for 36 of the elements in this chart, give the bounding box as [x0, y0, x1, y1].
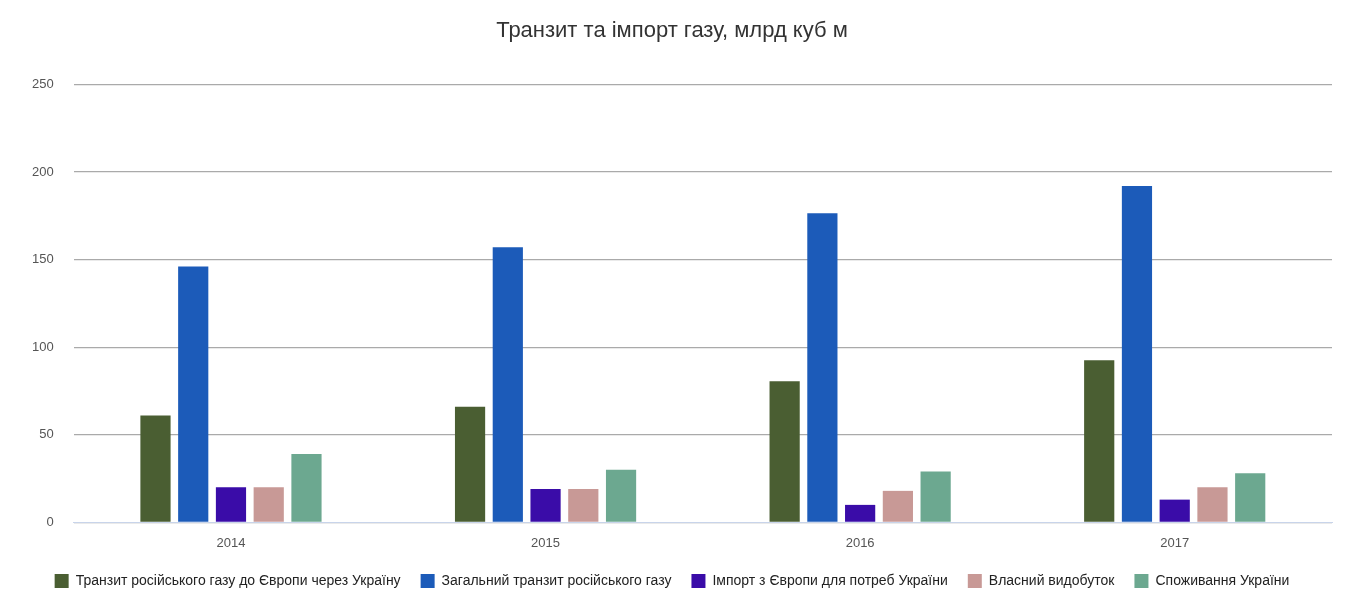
bar [605, 469, 637, 522]
bar [920, 471, 951, 522]
x-tick-label: 2015 [531, 534, 561, 550]
bar [215, 487, 247, 522]
bar [568, 489, 599, 522]
chart-title: Транзит та імпорт газу, млрд куб м [496, 17, 848, 43]
bar [140, 415, 171, 522]
legend-label: Споживання України [1155, 571, 1290, 588]
bar [291, 454, 322, 522]
y-tick-label: 50 [39, 426, 54, 442]
y-tick-label: 250 [31, 75, 54, 91]
y-tick-label: 0 [46, 513, 54, 529]
x-tick-label: 2017 [1160, 534, 1190, 550]
legend-label: Імпорт з Європи для потреб України [712, 571, 948, 588]
y-tick-label: 200 [31, 163, 54, 179]
bar [845, 504, 876, 522]
y-tick-label: 100 [31, 338, 54, 354]
legend-label: Загальний транзит російського газу [441, 571, 672, 588]
legend-label: Власний видобуток [988, 571, 1116, 588]
bar [1235, 473, 1266, 522]
bar [178, 266, 209, 522]
bar [530, 489, 561, 522]
bar [492, 247, 523, 522]
bar [253, 487, 284, 522]
x-tick-label: 2014 [216, 534, 246, 550]
bar [882, 490, 913, 522]
bar [454, 406, 486, 522]
bar [807, 213, 838, 522]
bar [1159, 499, 1190, 522]
y-tick-label: 150 [31, 251, 54, 267]
bar [1197, 487, 1228, 522]
bar [769, 381, 800, 522]
bar [1121, 186, 1153, 522]
legend-label: Транзит російського газу до Європи через Україну [75, 571, 401, 588]
x-tick-label: 2016 [845, 534, 875, 550]
bar [1084, 360, 1115, 522]
